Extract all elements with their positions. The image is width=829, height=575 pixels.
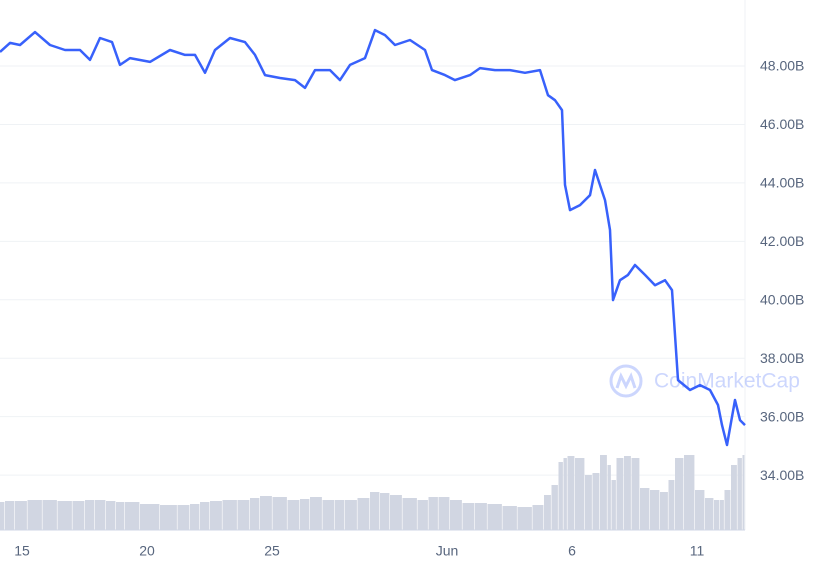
volume-bar [600,455,607,530]
volume-bar [731,465,737,530]
volume-bar [567,456,575,530]
x-tick-label: 11 [690,543,705,559]
volume-bar [450,500,462,530]
volume-bar [611,480,616,530]
volume-bar [287,500,300,530]
y-tick-label: 48.00B [760,58,804,74]
volume-bar [42,500,57,530]
volume-bar [160,505,177,530]
volume-bar [624,456,631,530]
volume-bar [532,505,544,530]
volume-bar [684,455,695,530]
volume-bar [438,497,450,530]
volume-bar [631,458,640,530]
volume-bar [660,492,668,530]
volume-bar [345,500,357,530]
volume-bar [390,495,402,530]
volume-bars [0,455,745,530]
volume-bar [237,500,250,530]
x-tick-label: 6 [568,543,576,559]
volume-bar [551,485,558,530]
y-tick-label: 44.00B [760,175,804,191]
y-tick-label: 46.00B [760,116,804,132]
y-tick-label: 36.00B [760,408,804,424]
x-tick-label: 20 [139,543,155,559]
volume-bar [544,495,551,530]
volume-bar [616,458,624,530]
volume-bar [310,497,322,530]
volume-bar [650,490,660,530]
volume-bar [585,475,592,530]
y-tick-label: 34.00B [760,467,804,483]
volume-bar [705,498,714,530]
volume-bar [116,502,125,530]
x-tick-label: Jun [436,543,459,559]
volume-bar [85,500,95,530]
grid [0,0,746,530]
volume-bar [190,504,200,530]
y-tick-label: 40.00B [760,291,804,307]
volume-bar [57,501,72,530]
volume-bar [563,458,567,530]
volume-bar [558,462,563,530]
volume-bar [250,498,260,530]
volume-bar [462,503,475,530]
volume-bar [222,500,237,530]
volume-bar [695,490,705,530]
volume-bar [0,502,5,530]
volume-bar [720,500,724,530]
volume-bar [260,496,272,530]
volume-bar [714,500,720,530]
volume-bar [502,506,517,530]
volume-bar [592,473,600,530]
watermark-logo [609,364,643,398]
volume-bar [72,501,85,530]
volume-bar [15,501,27,530]
volume-bar [177,505,190,530]
y-tick-label: 42.00B [760,233,804,249]
volume-bar [607,465,611,530]
volume-bar [200,502,210,530]
volume-bar [640,488,650,530]
volume-bar [210,501,222,530]
volume-bar [402,498,417,530]
volume-bar [106,501,116,530]
volume-bar [517,507,532,530]
price-line [0,28,746,447]
volume-bar [300,499,310,530]
volume-bar [428,497,438,530]
volume-bar [140,504,160,530]
volume-bar [272,497,287,530]
volume-bar [417,500,428,530]
watermark: CoinMarketCap [654,370,800,393]
volume-bar [737,458,742,530]
volume-bar [335,500,345,530]
x-tick-label: 25 [264,543,280,559]
volume-bar [95,500,106,530]
volume-bar [357,498,370,530]
volume-bar [724,490,731,530]
volume-bar [668,480,675,530]
volume-bar [370,492,380,530]
volume-bar [575,458,585,530]
volume-bar [125,502,140,530]
x-tick-label: 15 [14,543,30,559]
volume-bar [742,455,745,530]
volume-bar [27,500,42,530]
volume-bar [675,458,684,530]
volume-bar [380,493,390,530]
volume-bar [5,501,15,530]
volume-bar [487,504,502,530]
volume-bar [475,503,487,530]
volume-bar [322,500,335,530]
y-tick-label: 38.00B [760,350,804,366]
